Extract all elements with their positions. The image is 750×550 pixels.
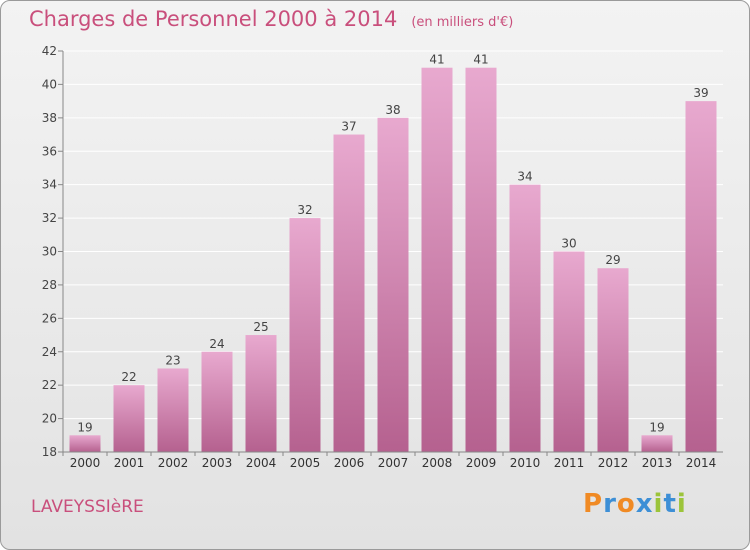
chart-subtitle: (en milliers d'€) <box>411 15 514 30</box>
data-label: 38 <box>385 103 400 117</box>
data-label: 19 <box>77 420 92 434</box>
y-tick-label: 20 <box>42 412 57 426</box>
bar <box>113 385 145 452</box>
data-label: 24 <box>209 337 224 351</box>
y-tick-label: 34 <box>42 178 57 192</box>
bar <box>641 435 673 452</box>
data-label: 30 <box>561 237 576 251</box>
x-tick-label: 2003 <box>202 456 233 470</box>
bar <box>245 335 277 452</box>
bar <box>377 117 409 452</box>
logo-letter: r <box>603 489 617 519</box>
x-axis-ticks: 2000 2001 2002 2003 2004 2005 2006 2007 2008 2009… <box>62 452 717 470</box>
chart-title-text: Charges de Personnel 2000 à 2014 <box>29 7 398 31</box>
logo-letter: x <box>635 489 654 519</box>
y-tick-label: 32 <box>42 211 57 225</box>
x-tick-label: 2002 <box>158 456 189 470</box>
logo-letter: i <box>653 489 664 519</box>
y-tick-label: 18 <box>42 445 57 459</box>
x-tick-label: 2001 <box>114 456 145 470</box>
bar <box>333 134 365 452</box>
y-tick-label: 40 <box>42 77 57 91</box>
data-labels: 19 22 23 24 25 32 37 38 41 41 34 30 29 19 39 <box>77 53 708 435</box>
y-tick-label: 22 <box>42 378 57 392</box>
bar <box>553 251 585 452</box>
x-tick-label: 2013 <box>642 456 673 470</box>
x-tick-label: 2011 <box>554 456 585 470</box>
data-label: 41 <box>429 53 444 67</box>
data-label: 37 <box>341 120 356 134</box>
x-tick-label: 2009 <box>466 456 497 470</box>
data-label: 23 <box>165 353 180 367</box>
bar <box>157 368 189 452</box>
x-tick-label: 2006 <box>334 456 365 470</box>
bar <box>509 184 541 452</box>
chart-title: Charges de Personnel 2000 à 2014 (en mill… <box>29 7 513 31</box>
bar <box>685 101 717 452</box>
data-label: 39 <box>693 86 708 100</box>
proxiti-logo: Proxiti <box>583 489 687 519</box>
y-tick-label: 38 <box>42 111 57 125</box>
bar <box>421 67 453 452</box>
location-name: LAVEYSSIèRE <box>31 497 144 517</box>
y-tick-label: 28 <box>42 278 57 292</box>
y-tick-label: 42 <box>42 44 57 58</box>
x-tick-label: 2014 <box>686 456 717 470</box>
logo-letter: P <box>583 489 604 519</box>
bar <box>465 67 497 452</box>
y-axis-ticks: 18 20 22 24 26 28 30 32 34 36 38 40 42 <box>42 44 63 459</box>
data-label: 41 <box>473 53 488 67</box>
x-tick-label: 2008 <box>422 456 453 470</box>
y-tick-label: 30 <box>42 245 57 259</box>
bar <box>69 435 101 452</box>
bar <box>201 351 233 452</box>
x-tick-label: 2012 <box>598 456 629 470</box>
data-label: 22 <box>121 370 136 384</box>
logo-letter: o <box>616 489 636 519</box>
x-tick-label: 2005 <box>290 456 321 470</box>
data-label: 19 <box>649 420 664 434</box>
y-tick-label: 26 <box>42 311 57 325</box>
data-label: 32 <box>297 203 312 217</box>
logo-letter: t <box>663 489 677 519</box>
data-label: 29 <box>605 253 620 267</box>
bar <box>289 218 321 452</box>
data-label: 34 <box>517 170 532 184</box>
bars <box>69 67 717 452</box>
bar <box>597 268 629 452</box>
x-tick-label: 2010 <box>510 456 541 470</box>
x-tick-label: 2007 <box>378 456 409 470</box>
axes <box>62 51 723 453</box>
y-tick-label: 24 <box>42 345 57 359</box>
logo-letter: i <box>676 489 687 519</box>
y-tick-label: 36 <box>42 144 57 158</box>
x-tick-label: 2004 <box>246 456 277 470</box>
x-tick-label: 2000 <box>70 456 101 470</box>
data-label: 25 <box>253 320 268 334</box>
